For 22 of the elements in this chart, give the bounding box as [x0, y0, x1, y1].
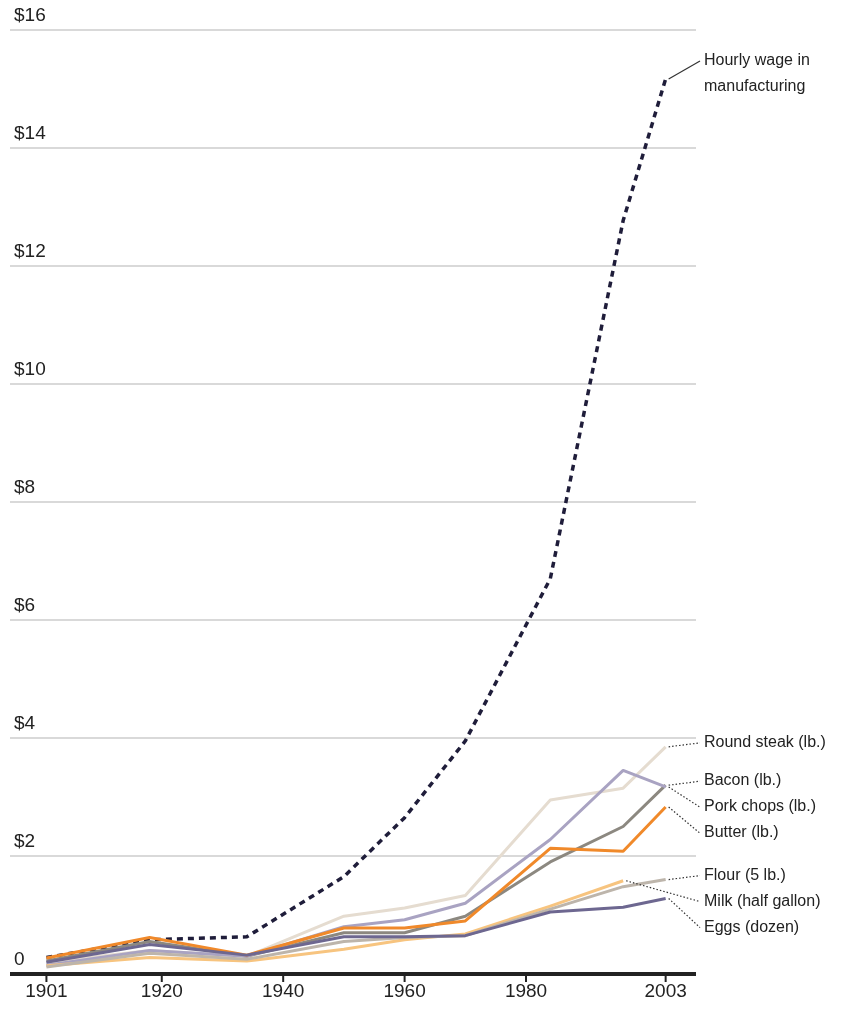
- x-tick-label: 1901: [25, 980, 68, 1002]
- y-tick-label: $12: [14, 240, 46, 261]
- text: Hourly wage in manufacturing: [704, 51, 810, 95]
- text: Pork chops (lb.): [704, 797, 817, 815]
- y-tick-label: $8: [14, 476, 36, 497]
- x-tick-label: 1920: [140, 980, 183, 1002]
- y-tick-label: $2: [14, 830, 36, 851]
- text: Flour (5 lb.): [704, 865, 786, 883]
- x-tick-label: 1960: [383, 980, 426, 1002]
- x-tick-label: 1940: [262, 980, 305, 1002]
- text: Butter (lb.): [704, 823, 779, 841]
- text: Round steak (lb.): [704, 733, 826, 751]
- y-tick-label: $10: [14, 358, 46, 379]
- x-tick-label: 1980: [504, 980, 548, 1002]
- y-tick-label: $14: [14, 122, 47, 143]
- text: Milk (half gallon): [704, 891, 821, 909]
- text: Bacon (lb.): [704, 771, 782, 789]
- y-tick-label: $4: [14, 712, 36, 733]
- y-tick-label: $6: [14, 594, 36, 615]
- text: Eggs (dozen): [704, 917, 800, 935]
- x-tick-label: 2003: [644, 980, 687, 1002]
- y-tick-label: 0: [14, 948, 25, 969]
